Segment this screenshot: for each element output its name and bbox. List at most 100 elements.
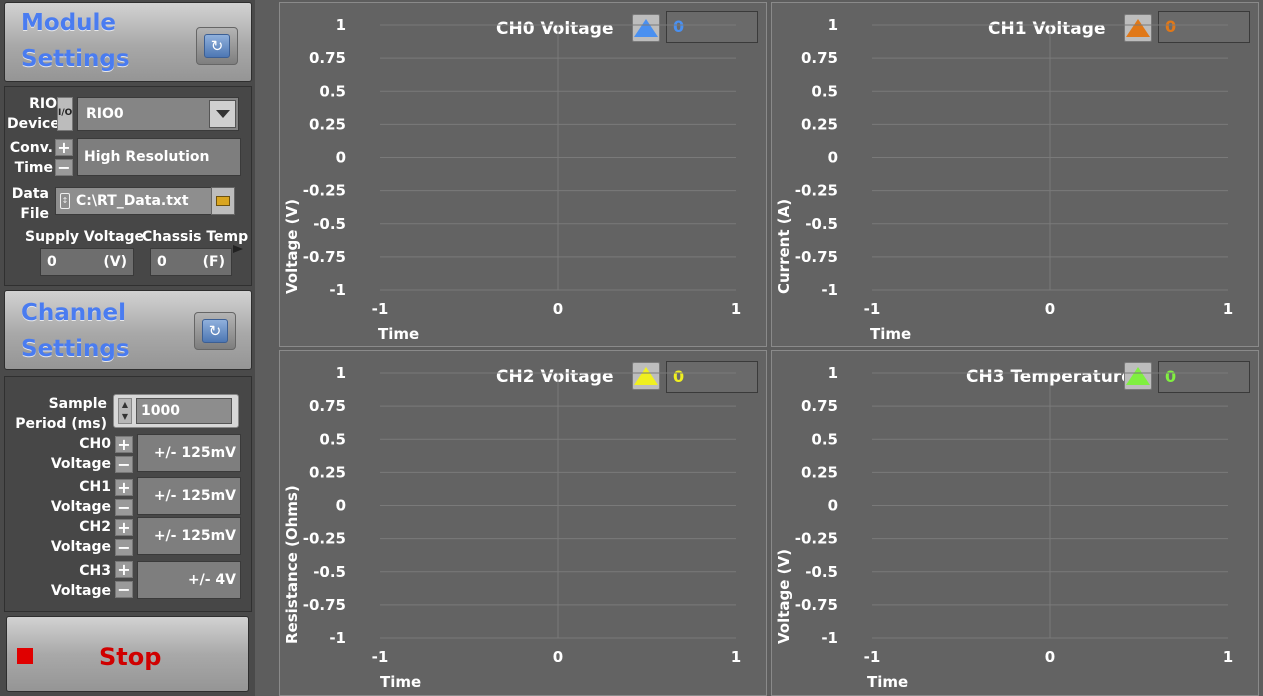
graph-ch0-value: 0 <box>666 11 758 43</box>
io-icon[interactable]: I/O <box>57 97 73 131</box>
y-tick-label: 0 <box>828 149 838 167</box>
increment-icon[interactable]: + <box>115 561 133 578</box>
y-tick-label: 0.5 <box>319 82 346 100</box>
conv-time-field[interactable]: High Resolution <box>77 138 241 176</box>
module-settings-title-1: Module <box>21 10 117 36</box>
y-tick-label: 1 <box>336 16 346 34</box>
x-tick-label: -1 <box>372 300 389 318</box>
rio-device-value: RIO0 <box>86 106 124 122</box>
sample-period-control[interactable]: ▲ ▼ 1000 <box>113 394 239 428</box>
graph-ch0-xlabel: Time <box>378 325 420 343</box>
channel-settings-button[interactable]: Channel Settings ↻ <box>4 290 252 370</box>
supply-voltage-indicator: 0 (V) <box>40 248 134 276</box>
channel-settings-title-2: Settings <box>21 336 130 362</box>
increment-icon[interactable]: + <box>115 436 133 453</box>
y-tick-label: 0.25 <box>309 463 346 481</box>
chassis-temp-value: 0 <box>157 254 167 270</box>
refresh-icon: ↻ <box>204 34 230 58</box>
channel-settings-title-1: Channel <box>21 300 127 326</box>
conv-time-stepper[interactable]: + − <box>55 139 73 176</box>
ch1-range-field[interactable]: +/- 125mV <box>137 477 241 515</box>
spinner-icon[interactable]: ▲ ▼ <box>118 398 132 424</box>
module-settings-button[interactable]: Module Settings ↻ <box>4 2 252 82</box>
data-file-path-field[interactable]: C:\RT_Data.txt <box>55 187 235 215</box>
x-tick-label: -1 <box>864 648 881 666</box>
increment-icon[interactable]: + <box>115 479 133 496</box>
y-tick-label: -0.75 <box>303 248 346 266</box>
x-tick-label: 1 <box>1223 300 1233 318</box>
y-tick-label: -0.75 <box>795 248 838 266</box>
graph-ch2-plot: 1 0.75 0.5 0.25 0 -0.25 -0.5 -0.75 -1 -1 0 1 <box>303 364 741 666</box>
chassis-temp-unit: (F) <box>202 254 225 270</box>
x-tick-label: 1 <box>731 648 741 666</box>
y-tick-label: 1 <box>828 364 838 382</box>
data-file-label-1: Data <box>11 186 49 202</box>
ch0-label-1: CH0 <box>79 436 111 452</box>
sample-period-label-1: Sample <box>48 396 107 412</box>
graph-ch2-title: CH2 Voltage <box>496 367 614 387</box>
y-tick-label: -0.25 <box>303 530 346 548</box>
ch2-range-field[interactable]: +/- 125mV <box>137 517 241 555</box>
plot-legend-icon[interactable] <box>632 14 660 42</box>
ch0-stepper[interactable]: + − <box>115 436 133 473</box>
x-tick-label: 0 <box>553 300 563 318</box>
x-tick-label: 0 <box>553 648 563 666</box>
x-tick-label: 0 <box>1045 648 1055 666</box>
ch0-label-2: Voltage <box>50 456 111 472</box>
plot-legend-icon[interactable] <box>1124 14 1152 42</box>
decrement-icon[interactable]: − <box>115 456 133 473</box>
graph-ch1[interactable]: CH1 Voltage 0 Current (A) Time 1 0.75 0.5 0… <box>771 2 1259 347</box>
ch0-range-field[interactable]: +/- 125mV <box>137 434 241 472</box>
browse-folder-button[interactable] <box>211 187 235 215</box>
ch2-label-2: Voltage <box>50 539 111 555</box>
y-tick-label: -0.5 <box>313 215 346 233</box>
increment-icon[interactable]: + <box>55 139 73 156</box>
sample-period-input[interactable]: 1000 <box>136 398 232 424</box>
y-tick-label: 1 <box>336 364 346 382</box>
ch2-stepper[interactable]: + − <box>115 519 133 556</box>
supply-voltage-unit: (V) <box>103 254 127 270</box>
ch1-stepper[interactable]: + − <box>115 479 133 516</box>
y-tick-label: 0.75 <box>801 49 838 67</box>
y-tick-label: 0.5 <box>811 82 838 100</box>
stop-button[interactable]: Stop <box>6 616 249 692</box>
plot-legend-icon[interactable] <box>1124 362 1152 390</box>
y-tick-label: -0.75 <box>795 596 838 614</box>
y-tick-label: 0 <box>336 497 346 515</box>
y-tick-label: 0.5 <box>811 430 838 448</box>
y-tick-label: 0 <box>336 149 346 167</box>
y-tick-label: -1 <box>329 629 346 647</box>
ch3-range-field[interactable]: +/- 4V <box>137 561 241 599</box>
graph-ch2[interactable]: CH2 Voltage 0 Resistance (Ohms) Time 1 0.… <box>279 350 767 696</box>
supply-voltage-label: Supply Voltage <box>25 229 145 245</box>
graph-ch1-xlabel: Time <box>870 325 912 343</box>
channel-refresh-button[interactable]: ↻ <box>194 312 236 350</box>
ch2-label-1: CH2 <box>79 519 111 535</box>
x-tick-label: 1 <box>1223 648 1233 666</box>
graph-ch0[interactable]: CH0 Voltage 0 Voltage (V) Time 1 0.75 0.5 0… <box>279 2 767 347</box>
decrement-icon[interactable]: − <box>55 159 73 176</box>
y-tick-label: -0.25 <box>303 182 346 200</box>
module-refresh-button[interactable]: ↻ <box>196 27 238 65</box>
graph-ch2-xlabel: Time <box>380 673 422 691</box>
arrow-icon <box>233 245 243 253</box>
y-tick-label: -0.25 <box>795 182 838 200</box>
ch3-stepper[interactable]: + − <box>115 561 133 598</box>
decrement-icon[interactable]: − <box>115 581 133 598</box>
module-settings-panel: RIO Device I/O RIO0 Conv. Time + − High … <box>4 86 252 286</box>
ch3-label-2: Voltage <box>50 583 111 599</box>
decrement-icon[interactable]: − <box>115 539 133 556</box>
graph-ch2-value: 0 <box>666 361 758 393</box>
y-tick-label: 1 <box>828 16 838 34</box>
graph-ch3-title: CH3 Temperature <box>966 367 1133 387</box>
y-tick-label: -0.5 <box>313 563 346 581</box>
data-file-label-2: File <box>20 206 49 222</box>
sample-period-label-2: Period (ms) <box>15 416 107 432</box>
graph-ch3-value: 0 <box>1158 361 1250 393</box>
y-tick-label: 0.75 <box>309 49 346 67</box>
graph-ch3[interactable]: CH3 Temperature 0 Voltage (V) Time 1 0.75… <box>771 350 1259 696</box>
plot-legend-icon[interactable] <box>632 362 660 390</box>
chevron-down-icon[interactable] <box>209 100 236 128</box>
decrement-icon[interactable]: − <box>115 499 133 516</box>
increment-icon[interactable]: + <box>115 519 133 536</box>
